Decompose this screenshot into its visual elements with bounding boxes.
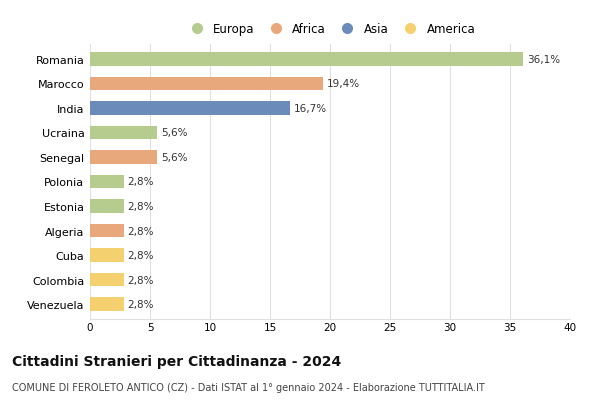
Text: 5,6%: 5,6%: [161, 153, 187, 162]
Bar: [90, 53, 523, 66]
Bar: [90, 224, 124, 238]
Bar: [90, 273, 124, 287]
Text: COMUNE DI FEROLETO ANTICO (CZ) - Dati ISTAT al 1° gennaio 2024 - Elaborazione TU: COMUNE DI FEROLETO ANTICO (CZ) - Dati IS…: [12, 382, 485, 392]
Text: 2,8%: 2,8%: [127, 299, 154, 309]
Text: 19,4%: 19,4%: [326, 79, 359, 89]
Text: 2,8%: 2,8%: [127, 202, 154, 211]
Text: 2,8%: 2,8%: [127, 250, 154, 261]
Bar: [90, 77, 323, 91]
Text: 2,8%: 2,8%: [127, 275, 154, 285]
Text: 5,6%: 5,6%: [161, 128, 187, 138]
Legend: Europa, Africa, Asia, America: Europa, Africa, Asia, America: [180, 18, 480, 40]
Bar: [90, 126, 157, 140]
Text: 16,7%: 16,7%: [294, 103, 327, 114]
Text: Cittadini Stranieri per Cittadinanza - 2024: Cittadini Stranieri per Cittadinanza - 2…: [12, 354, 341, 368]
Bar: [90, 175, 124, 189]
Bar: [90, 200, 124, 213]
Bar: [90, 249, 124, 262]
Text: 2,8%: 2,8%: [127, 177, 154, 187]
Bar: [90, 298, 124, 311]
Text: 36,1%: 36,1%: [527, 55, 560, 65]
Text: 2,8%: 2,8%: [127, 226, 154, 236]
Bar: [90, 151, 157, 164]
Bar: [90, 102, 290, 115]
